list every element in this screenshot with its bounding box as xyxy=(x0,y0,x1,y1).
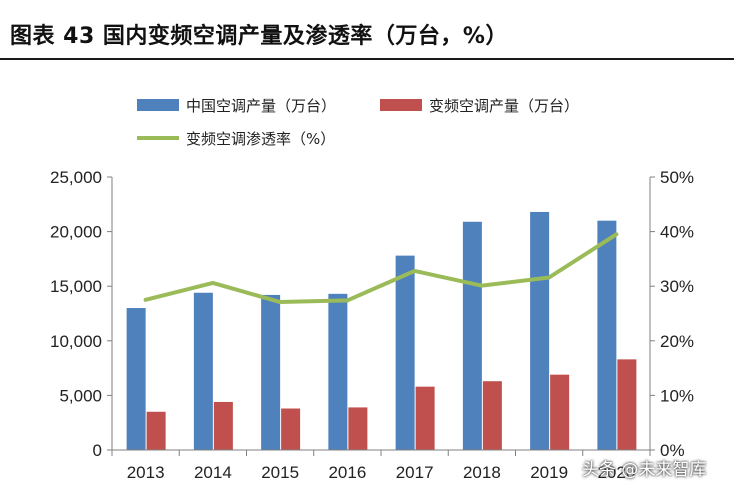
bar-inverter-2017 xyxy=(415,386,435,450)
penetration-line xyxy=(143,232,619,305)
bar-total-2015 xyxy=(261,294,281,450)
y-left-tick-label: 20,000 xyxy=(50,223,102,242)
bar-total-2017 xyxy=(395,255,415,450)
y-left-tick-label: 25,000 xyxy=(50,168,102,187)
bar-total-2014 xyxy=(193,292,213,450)
y-left-tick-label: 15,000 xyxy=(50,277,102,296)
bar-total-2016 xyxy=(328,293,348,450)
legend-swatch-inverter xyxy=(380,99,422,111)
y-right-tick-label: 0% xyxy=(660,441,685,460)
y-right-tick-label: 50% xyxy=(660,168,694,187)
legend: 中国空调产量（万台） 变频空调产量（万台） 变频空调渗透率（%） xyxy=(137,97,579,148)
axes: 0 5,000 10,000 15,000 20,000 25,000 0% 10% 20% 30… xyxy=(50,168,694,482)
title-divider xyxy=(0,58,734,60)
bar-inverter-2019 xyxy=(550,374,570,450)
legend-label-total: 中国空调产量（万台） xyxy=(186,97,336,115)
bar-inverter-2014 xyxy=(213,401,233,450)
bars xyxy=(126,211,637,450)
y-right-tick-label: 10% xyxy=(660,386,694,405)
x-tick-label-2015: 2015 xyxy=(261,463,299,482)
bar-inverter-2016 xyxy=(348,407,368,450)
bar-inverter-2013 xyxy=(146,411,166,450)
y-left-tick-label: 5,000 xyxy=(59,386,102,405)
watermark: 头条 @未来智库 xyxy=(582,460,707,480)
x-tick-label-2014: 2014 xyxy=(194,463,232,482)
bar-total-2019 xyxy=(530,211,550,450)
chart-title: 图表 43 国内变频空调产量及渗透率（万台，%） xyxy=(10,24,508,49)
legend-label-inverter: 变频空调产量（万台） xyxy=(429,97,579,115)
x-tick-label-2018: 2018 xyxy=(463,463,501,482)
x-tick-label-2020: 2020 xyxy=(597,463,635,482)
y-right-tick-label: 20% xyxy=(660,332,694,351)
y-left-tick-label: 0 xyxy=(93,441,102,460)
x-tick-label-2017: 2017 xyxy=(396,463,434,482)
y-left-tick-label: 10,000 xyxy=(50,332,102,351)
x-tick-label-2019: 2019 xyxy=(530,463,568,482)
y-right-tick-label: 30% xyxy=(660,277,694,296)
x-tick-label-2016: 2016 xyxy=(328,463,366,482)
x-tick-label-2013: 2013 xyxy=(127,463,165,482)
y-right-tick-label: 40% xyxy=(660,223,694,242)
bar-total-2018 xyxy=(462,221,482,450)
legend-swatch-total xyxy=(137,99,179,111)
bar-total-2020 xyxy=(597,220,617,450)
penetration-line-group xyxy=(143,232,619,305)
bar-inverter-2018 xyxy=(482,381,502,450)
legend-label-penetration: 变频空调渗透率（%） xyxy=(186,130,335,148)
bar-inverter-2020 xyxy=(617,359,637,450)
bar-total-2013 xyxy=(126,308,146,450)
bar-inverter-2015 xyxy=(281,408,301,450)
